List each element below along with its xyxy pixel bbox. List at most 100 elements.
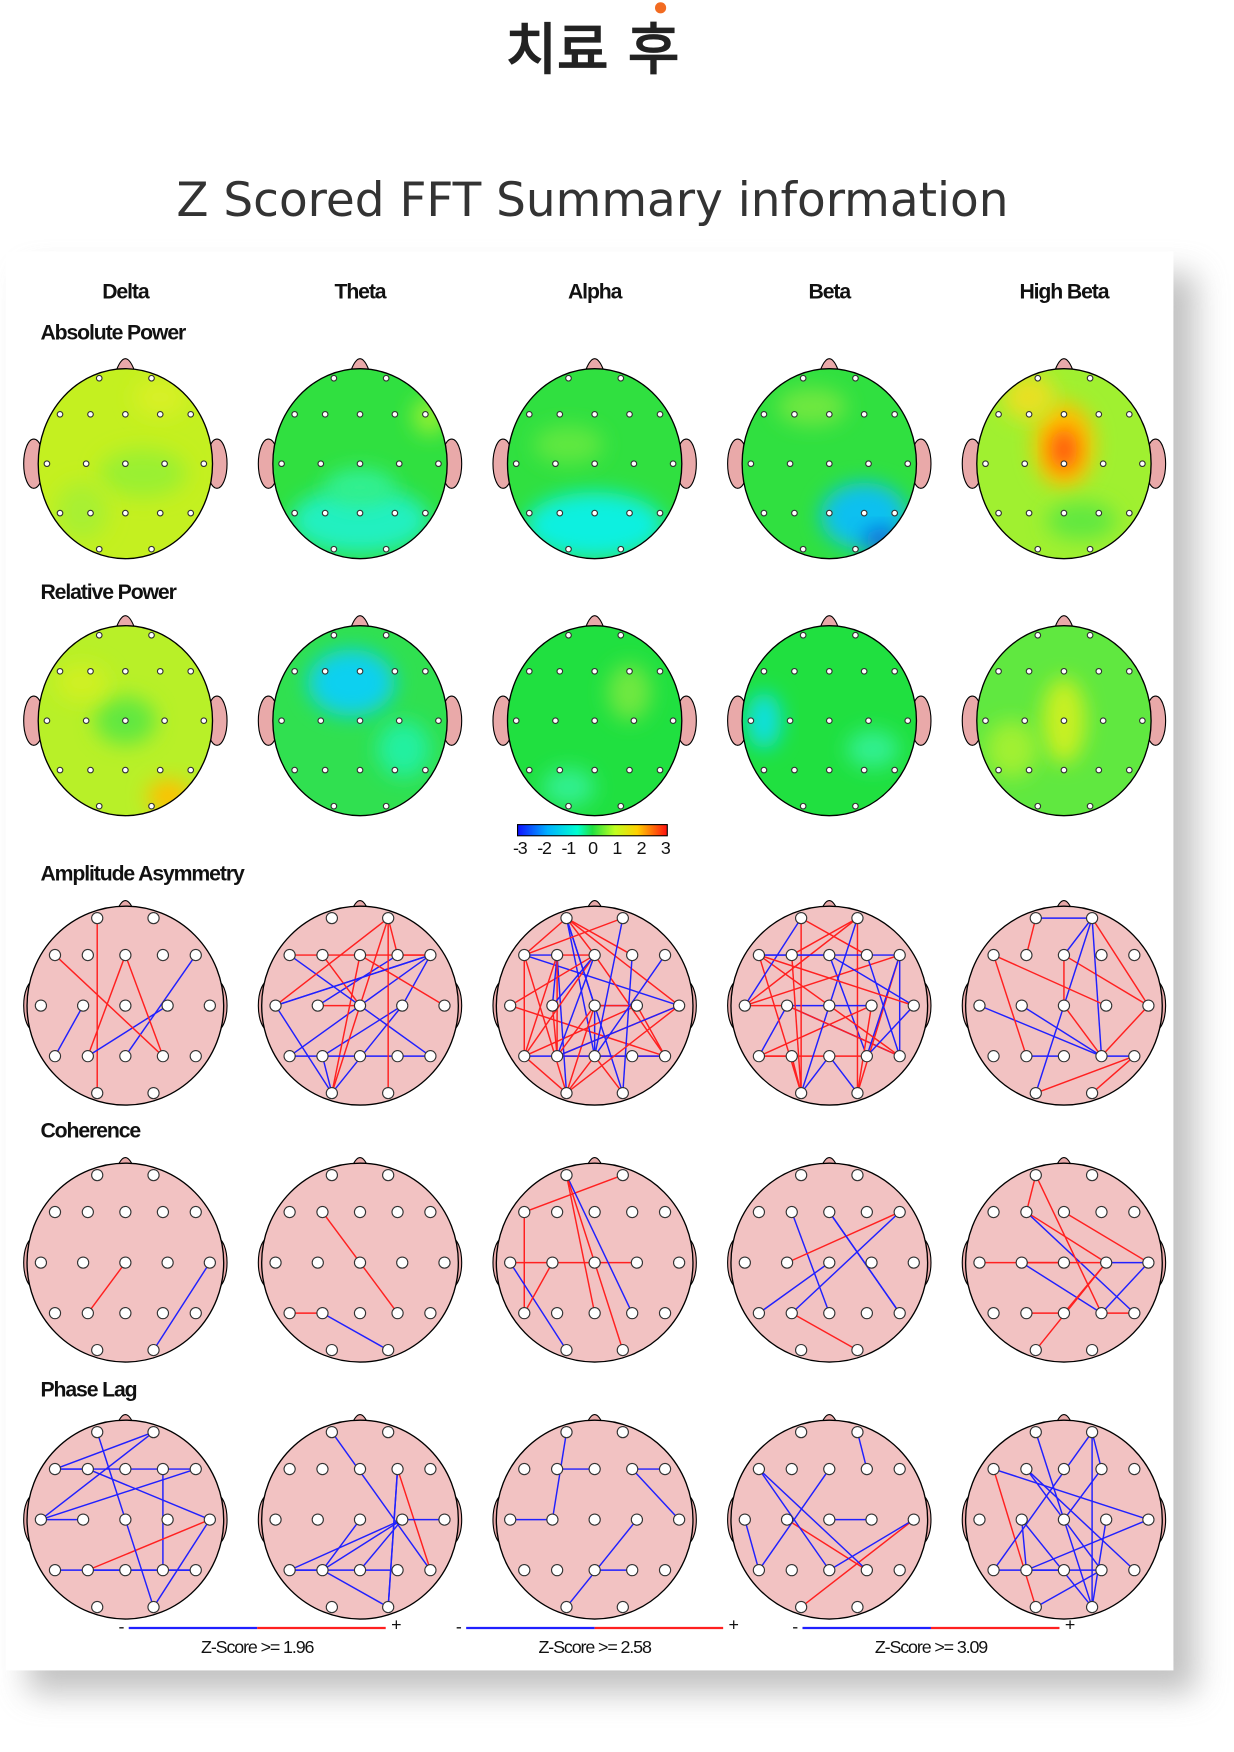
- electrode: [987, 948, 1000, 962]
- electrode: [34, 1513, 48, 1526]
- electrode: [353, 1050, 367, 1063]
- electrode: [504, 999, 517, 1012]
- connection: [124, 954, 197, 1057]
- electrode: [525, 766, 533, 774]
- connection: [523, 1004, 638, 1057]
- electrode: [752, 1307, 766, 1320]
- electrode: [396, 1513, 409, 1526]
- electrode: [1095, 948, 1108, 962]
- electrode: [382, 1343, 395, 1357]
- electrode: [518, 1563, 531, 1577]
- electrode: [786, 460, 794, 468]
- electrode: [556, 410, 564, 418]
- connection: [1021, 1519, 1093, 1608]
- electrode: [851, 1600, 864, 1614]
- electrode: [1029, 1086, 1042, 1100]
- legend-minus: -: [118, 1617, 124, 1637]
- electrode: [156, 766, 164, 774]
- blob: [524, 492, 665, 559]
- head-plot: [257, 1157, 463, 1363]
- electrode: [588, 948, 601, 962]
- electrode: [1060, 509, 1068, 517]
- connection: [40, 1468, 196, 1521]
- electrode: [91, 1086, 104, 1100]
- connection: [992, 1468, 1037, 1608]
- electrode: [891, 410, 899, 418]
- electrode: [904, 460, 912, 468]
- electrode: [512, 717, 520, 725]
- electrode: [382, 911, 395, 925]
- electrode: [626, 509, 633, 517]
- connection: [758, 954, 802, 1094]
- connection: [87, 954, 127, 1057]
- electrode: [283, 948, 296, 962]
- head-outline: [976, 625, 1152, 817]
- electrode: [325, 1425, 338, 1439]
- connection: [791, 1211, 901, 1314]
- blob: [1002, 373, 1056, 421]
- electrode: [552, 460, 559, 468]
- electrode: [1015, 999, 1028, 1012]
- electrode: [1128, 1307, 1141, 1320]
- column-label: Beta: [809, 280, 852, 303]
- electrode: [424, 1462, 437, 1476]
- electrode: [973, 1513, 986, 1526]
- electrode: [321, 667, 329, 675]
- electrode: [147, 1168, 160, 1182]
- electrode: [669, 717, 677, 725]
- blob: [777, 387, 847, 426]
- electrode: [1020, 1307, 1033, 1320]
- electrode: [382, 1600, 395, 1614]
- column-label: High Beta: [1019, 280, 1109, 303]
- blob: [533, 425, 604, 464]
- connection: [87, 1262, 126, 1314]
- connection: [1091, 1431, 1103, 1470]
- electrode: [87, 766, 94, 774]
- electrode: [325, 1168, 338, 1182]
- electrode: [1095, 1307, 1108, 1320]
- legend-plus: +: [1065, 1614, 1075, 1634]
- electrode: [518, 948, 531, 962]
- electrode: [851, 1086, 864, 1100]
- head-outline: [272, 368, 448, 560]
- electrode: [316, 1307, 329, 1320]
- electrode: [156, 1050, 170, 1063]
- electrode: [1029, 1600, 1042, 1614]
- connection: [556, 955, 568, 1094]
- electrode: [391, 667, 399, 675]
- electrode: [518, 1462, 531, 1476]
- blob: [1046, 501, 1117, 540]
- electrode: [1085, 1086, 1099, 1100]
- colorbar-tick-label: 3: [661, 838, 671, 858]
- electrode: [356, 717, 364, 725]
- blob: [307, 649, 395, 716]
- electrode: [1095, 1205, 1108, 1219]
- head-outline: [741, 625, 918, 817]
- head-plot: [961, 358, 1167, 560]
- electrode: [95, 631, 103, 639]
- electrode: [438, 1256, 451, 1269]
- connection: [800, 1055, 830, 1094]
- connection: [1091, 1055, 1135, 1094]
- electrode: [283, 1462, 296, 1476]
- legend-minus: -: [456, 1617, 462, 1637]
- electrode: [189, 1205, 202, 1219]
- connection: [556, 954, 596, 1057]
- electrode: [269, 1256, 282, 1269]
- electrode: [823, 948, 836, 962]
- connection: [565, 917, 596, 956]
- electrode: [396, 999, 409, 1012]
- electrode: [658, 1205, 672, 1219]
- electrode: [56, 667, 64, 675]
- connection: [828, 1518, 915, 1571]
- electrode: [356, 667, 364, 675]
- electrode: [95, 374, 103, 382]
- electrode: [794, 911, 808, 925]
- connection: [1025, 1174, 1037, 1213]
- electrode: [588, 999, 601, 1012]
- blob: [134, 378, 187, 417]
- electrode: [851, 1168, 864, 1182]
- electrode: [356, 509, 364, 517]
